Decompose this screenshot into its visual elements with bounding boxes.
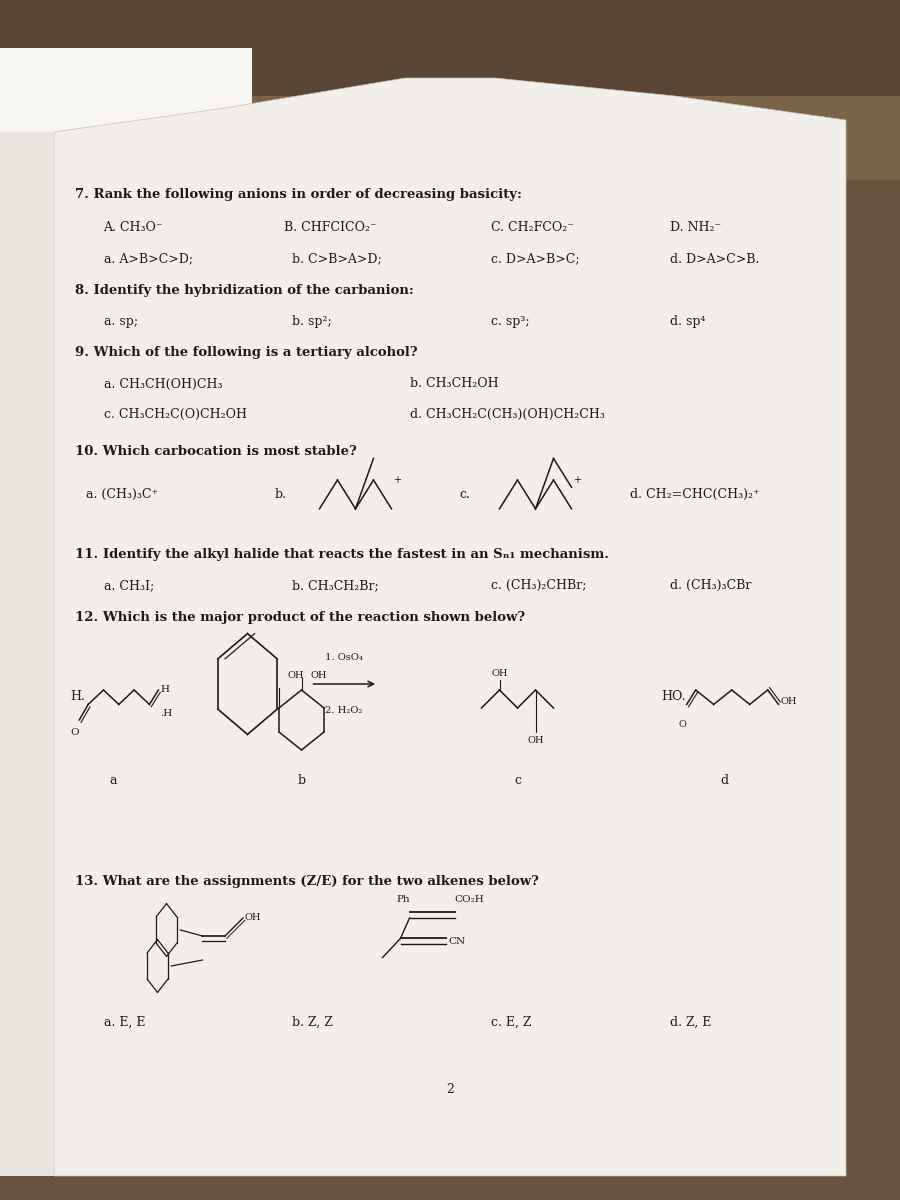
Text: b. CH₃CH₂Br;: b. CH₃CH₂Br;	[292, 580, 379, 592]
Text: 10. Which carbocation is most stable?: 10. Which carbocation is most stable?	[75, 445, 356, 457]
Bar	[0, 0, 900, 180]
Text: d. sp⁴: d. sp⁴	[670, 316, 706, 328]
Text: 11. Identify the alkyl halide that reacts the fastest in an Sₙ₁ mechanism.: 11. Identify the alkyl halide that react…	[75, 548, 608, 560]
Bar	[0, 0, 900, 96]
Text: OH: OH	[310, 671, 327, 680]
Text: a. A>B>C>D;: a. A>B>C>D;	[104, 253, 193, 265]
Text: c: c	[514, 774, 521, 786]
Text: 2: 2	[446, 1084, 454, 1096]
Text: CN: CN	[448, 937, 465, 947]
Text: Ph: Ph	[396, 895, 410, 905]
Bar	[0, 48, 252, 168]
Text: OH: OH	[491, 670, 508, 678]
Text: c. E, Z: c. E, Z	[491, 1016, 531, 1028]
Text: O: O	[70, 728, 79, 737]
Text: OH: OH	[245, 913, 261, 923]
Text: d. CH₂=CHC(CH₃)₂⁺: d. CH₂=CHC(CH₃)₂⁺	[630, 488, 760, 500]
Text: a. (CH₃)₃C⁺: a. (CH₃)₃C⁺	[86, 488, 158, 500]
Text: 1. OsO₄: 1. OsO₄	[325, 653, 363, 662]
Text: d. (CH₃)₃CBr: d. (CH₃)₃CBr	[670, 580, 752, 592]
Text: HO.: HO.	[662, 690, 686, 702]
Text: b. sp²;: b. sp²;	[292, 316, 332, 328]
Text: a. E, E: a. E, E	[104, 1016, 145, 1028]
Text: b: b	[297, 774, 306, 786]
Text: d. CH₃CH₂C(CH₃)(OH)CH₂CH₃: d. CH₃CH₂C(CH₃)(OH)CH₂CH₃	[410, 408, 605, 420]
Text: c. (CH₃)₂CHBr;: c. (CH₃)₂CHBr;	[491, 580, 586, 592]
Text: c. D>A>B>C;: c. D>A>B>C;	[491, 253, 579, 265]
Text: H.: H.	[70, 690, 86, 702]
Text: c. sp³;: c. sp³;	[491, 316, 529, 328]
Text: d. Z, E: d. Z, E	[670, 1016, 712, 1028]
Text: b.: b.	[274, 488, 286, 500]
Text: OH: OH	[527, 736, 544, 744]
Text: c.: c.	[459, 488, 470, 500]
Text: A. CH₃O⁻: A. CH₃O⁻	[104, 222, 163, 234]
Text: 12. Which is the major product of the reaction shown below?: 12. Which is the major product of the re…	[75, 612, 525, 624]
Text: 13. What are the assignments (Z/E) for the two alkenes below?: 13. What are the assignments (Z/E) for t…	[75, 876, 538, 888]
Text: b. CH₃CH₂OH: b. CH₃CH₂OH	[410, 378, 498, 390]
Text: 8. Identify the hybridization of the carbanion:: 8. Identify the hybridization of the car…	[75, 284, 414, 296]
Text: C. CH₂FCO₂⁻: C. CH₂FCO₂⁻	[491, 222, 573, 234]
Text: a: a	[110, 774, 117, 786]
Text: d. D>A>C>B.: d. D>A>C>B.	[670, 253, 760, 265]
Text: +: +	[393, 475, 401, 485]
Text: 2. H₂O₂: 2. H₂O₂	[325, 706, 363, 714]
Text: a. CH₃I;: a. CH₃I;	[104, 580, 154, 592]
Text: c. CH₃CH₂C(O)CH₂OH: c. CH₃CH₂C(O)CH₂OH	[104, 408, 247, 420]
Text: b. C>B>A>D;: b. C>B>A>D;	[292, 253, 382, 265]
Text: OH: OH	[288, 671, 304, 680]
Text: O: O	[679, 720, 686, 728]
Text: .H: .H	[160, 709, 173, 719]
PathPatch shape	[0, 132, 54, 1176]
Text: H: H	[160, 685, 169, 695]
Bar	[0, 180, 900, 1200]
Text: B. CHFCICO₂⁻: B. CHFCICO₂⁻	[284, 222, 376, 234]
Text: CO₂H: CO₂H	[454, 895, 484, 905]
Text: +: +	[573, 475, 581, 485]
Text: 9. Which of the following is a tertiary alcohol?: 9. Which of the following is a tertiary …	[75, 347, 418, 359]
PathPatch shape	[54, 78, 846, 1176]
Text: 7. Rank the following anions in order of decreasing basicity:: 7. Rank the following anions in order of…	[75, 188, 522, 200]
Text: b. Z, Z: b. Z, Z	[292, 1016, 333, 1028]
Text: D. NH₂⁻: D. NH₂⁻	[670, 222, 722, 234]
Text: d: d	[720, 774, 729, 786]
Text: a. CH₃CH(OH)CH₃: a. CH₃CH(OH)CH₃	[104, 378, 222, 390]
Text: OH: OH	[780, 697, 796, 707]
Text: a. sp;: a. sp;	[104, 316, 138, 328]
